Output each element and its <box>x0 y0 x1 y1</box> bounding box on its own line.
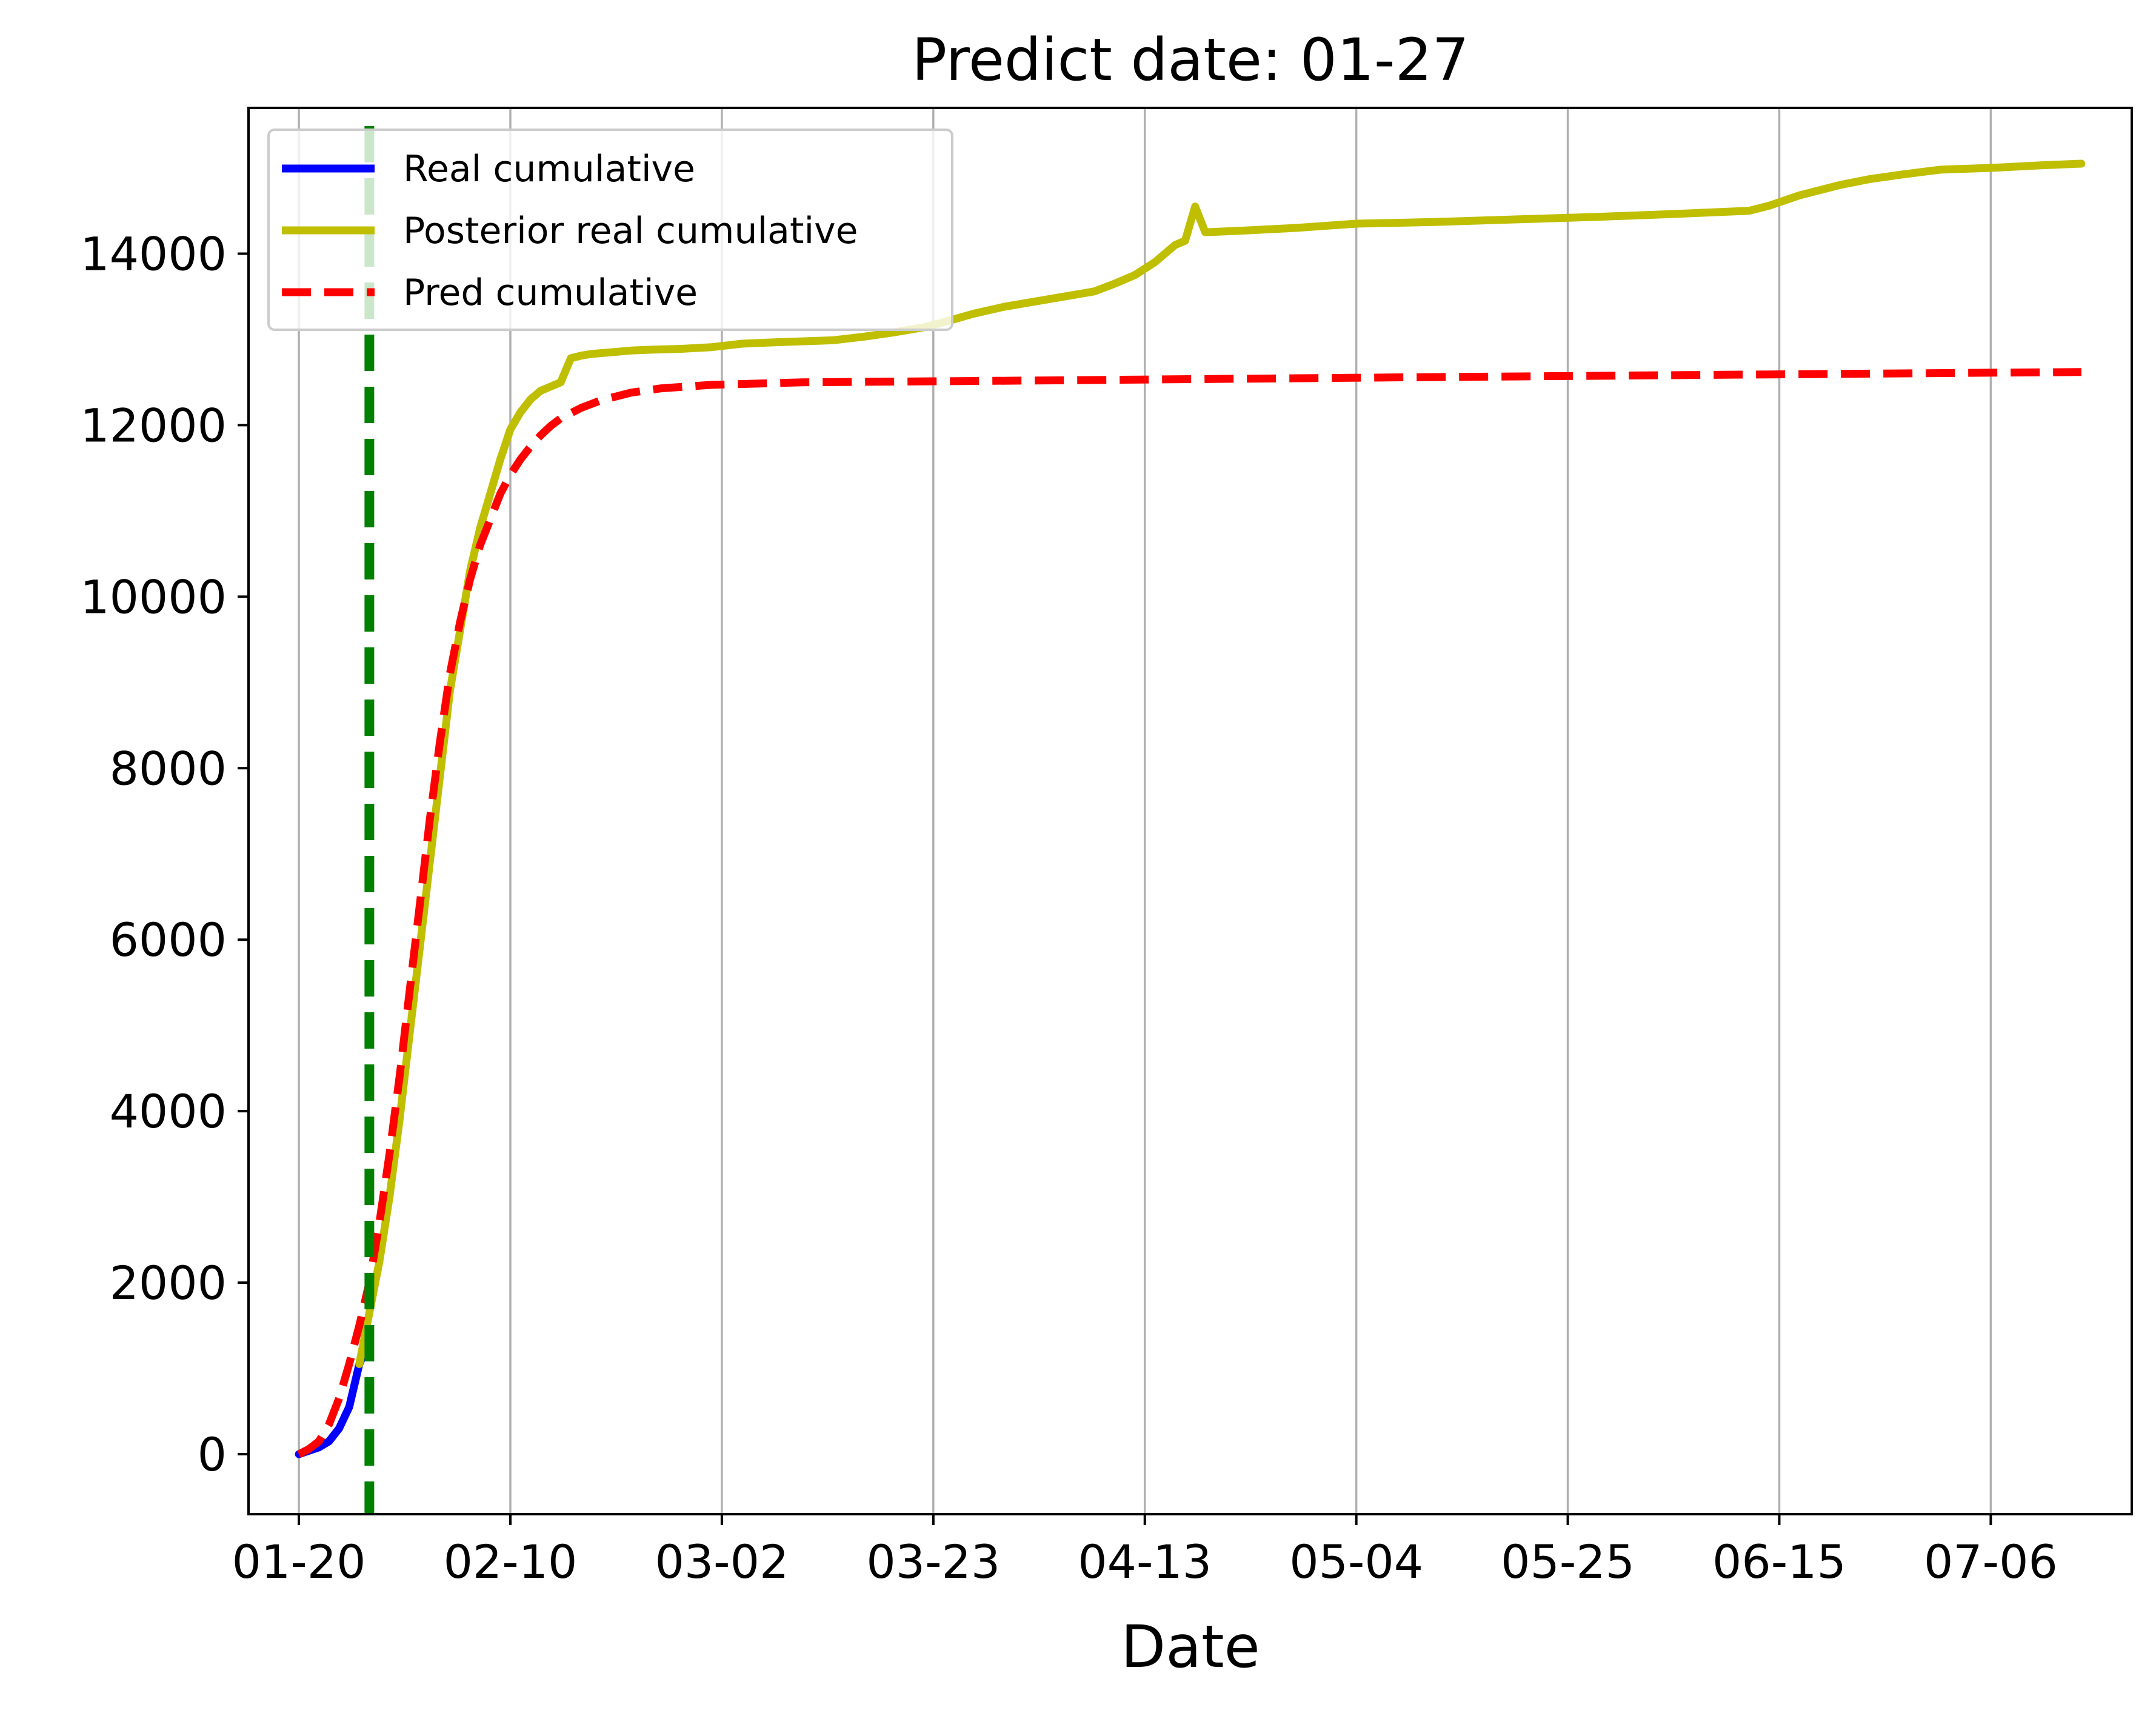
x-tick-label: 06-15 <box>1712 1535 1846 1589</box>
y-tick-label: 4000 <box>110 1084 227 1138</box>
x-tick-label: 05-25 <box>1501 1535 1635 1589</box>
x-tick-label: 03-23 <box>866 1535 1000 1589</box>
legend: Real cumulative Posterior real cumulative… <box>267 129 953 331</box>
x-tick-label: 04-13 <box>1078 1535 1212 1589</box>
legend-entry-posterior-real-cumulative-label: Posterior real cumulative <box>403 210 858 252</box>
axes-frame <box>247 107 2133 1515</box>
x-tick-label: 03-02 <box>655 1535 789 1589</box>
legend-entry-pred-cumulative-label: Pred cumulative <box>403 272 698 314</box>
series-group <box>295 126 2086 1514</box>
y-tick-label: 14000 <box>80 227 227 281</box>
y-tick-label: 12000 <box>80 398 227 452</box>
x-tick-label: 05-04 <box>1289 1535 1423 1589</box>
y-tick-label: 0 <box>198 1428 227 1481</box>
legend-entry-real-cumulative-label: Real cumulative <box>403 148 695 190</box>
series-pred-cumulative <box>297 368 2081 1458</box>
chart-title: Predict date: 01-27 <box>912 26 1469 94</box>
x-tick-label: 02-10 <box>444 1535 578 1589</box>
series-posterior-real-cumulative <box>355 159 2086 1368</box>
legend-box <box>267 129 953 331</box>
x-tick-label: 01-20 <box>232 1535 366 1589</box>
plot-area: 0 2000 4000 6000 8000 10000 12000 14000 01-20 02-… <box>80 107 2133 1589</box>
x-axis-label: Date <box>1121 1613 1260 1681</box>
y-tick-label: 10000 <box>80 570 227 624</box>
y-tick-label: 8000 <box>110 741 227 795</box>
y-tick-label: 6000 <box>110 913 227 967</box>
x-tick-label: 07-06 <box>1924 1535 2058 1589</box>
y-tick-label: 2000 <box>110 1256 227 1310</box>
